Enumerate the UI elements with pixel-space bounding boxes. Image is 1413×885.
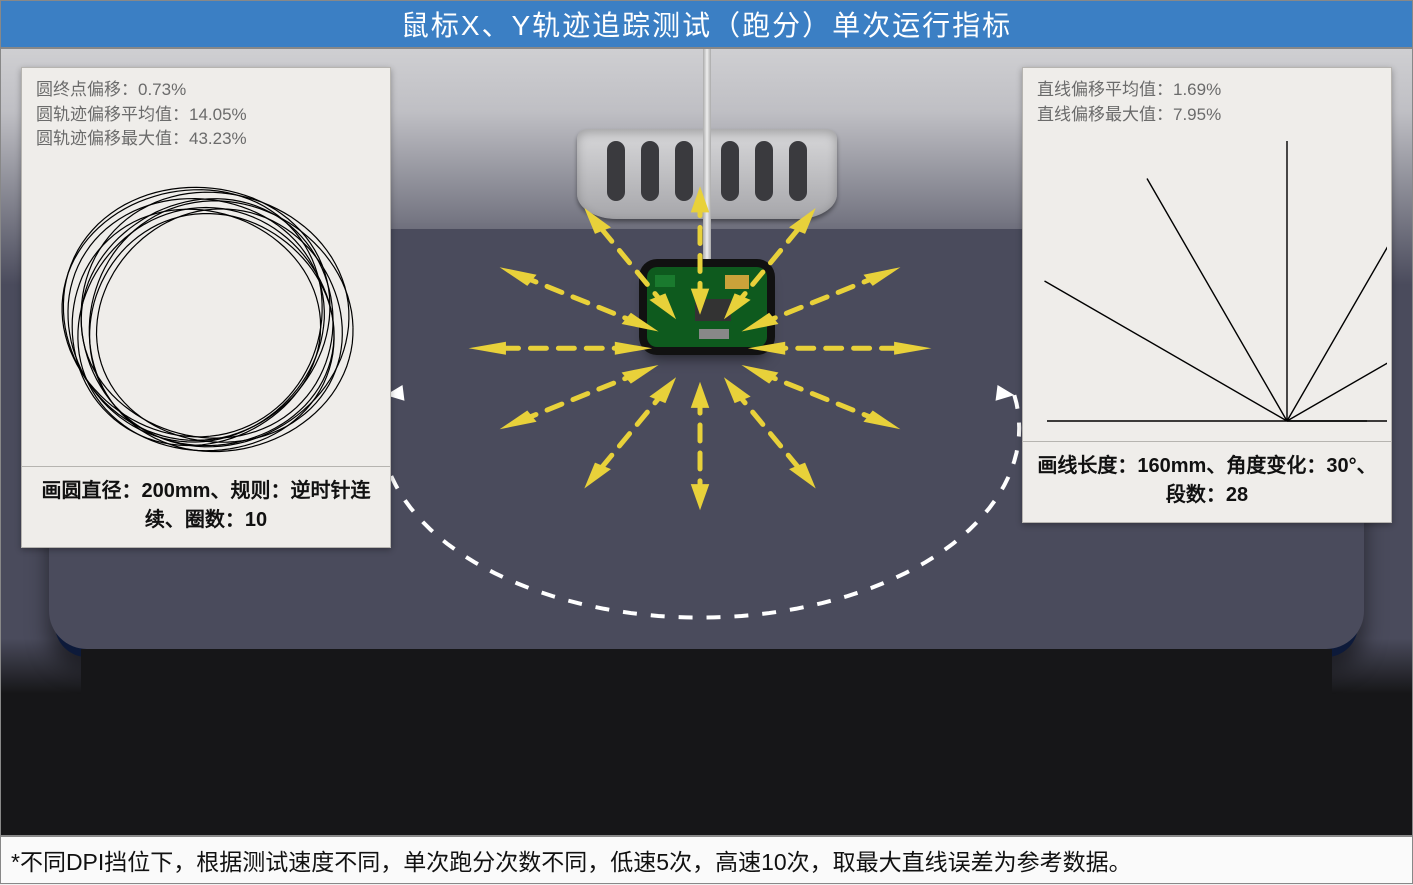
title-bar: 鼠标X、Y轨迹追踪测试（跑分）单次运行指标 <box>0 0 1413 48</box>
circle-avg-row: 圆轨迹偏移平均值：14.05% <box>36 103 376 128</box>
line-avg-row: 直线偏移平均值：1.69% <box>1037 78 1377 103</box>
line-max-row: 直线偏移最大值：7.95% <box>1037 103 1377 128</box>
circle-endpoint-value: 0.73% <box>138 80 186 99</box>
main-photo-area: 圆终点偏移：0.73% 圆轨迹偏移平均值：14.05% 圆轨迹偏移最大值：43.… <box>0 48 1413 836</box>
machine-gantry <box>497 48 917 289</box>
circle-max-row: 圆轨迹偏移最大值：43.23% <box>36 127 376 152</box>
line-max-label: 直线偏移最大值： <box>1037 105 1173 124</box>
machine-base <box>81 649 1332 829</box>
circle-avg-label: 圆轨迹偏移平均值： <box>36 105 189 124</box>
circle-max-label: 圆轨迹偏移最大值： <box>36 129 189 148</box>
footer-text: *不同DPI挡位下，根据测试速度不同，单次跑分次数不同，低速5次，高速10次，取… <box>11 843 1132 877</box>
line-test-panel: 直线偏移平均值：1.69% 直线偏移最大值：7.95% 画线长度：160mm、角… <box>1022 67 1392 523</box>
circle-avg-value: 14.05% <box>189 105 247 124</box>
circle-endpoint-row: 圆终点偏移：0.73% <box>36 78 376 103</box>
footer-note: *不同DPI挡位下，根据测试速度不同，单次跑分次数不同，低速5次，高速10次，取… <box>0 836 1413 884</box>
line-avg-label: 直线偏移平均值： <box>1037 80 1173 99</box>
line-trace-svg <box>1027 131 1387 441</box>
line-caption: 画线长度：160mm、角度变化：30°、段数：28 <box>1023 441 1391 522</box>
vertical-rod <box>703 48 711 279</box>
circle-endpoint-label: 圆终点偏移： <box>36 80 138 99</box>
page-title: 鼠标X、Y轨迹追踪测试（跑分）单次运行指标 <box>401 4 1012 44</box>
circle-stats: 圆终点偏移：0.73% 圆轨迹偏移平均值：14.05% 圆轨迹偏移最大值：43.… <box>22 68 390 156</box>
circle-caption: 画圆直径：200mm、规则：逆时针连续、圈数：10 <box>22 466 390 547</box>
line-max-value: 7.95% <box>1173 105 1221 124</box>
mouse-pcb <box>647 267 767 347</box>
circle-trace-svg <box>36 156 376 466</box>
circle-test-panel: 圆终点偏移：0.73% 圆轨迹偏移平均值：14.05% 圆轨迹偏移最大值：43.… <box>21 67 391 548</box>
line-stats: 直线偏移平均值：1.69% 直线偏移最大值：7.95% <box>1023 68 1391 131</box>
circle-trace-canvas <box>22 156 390 466</box>
line-avg-value: 1.69% <box>1173 80 1221 99</box>
line-trace-canvas <box>1023 131 1391 441</box>
circle-max-value: 43.23% <box>189 129 247 148</box>
